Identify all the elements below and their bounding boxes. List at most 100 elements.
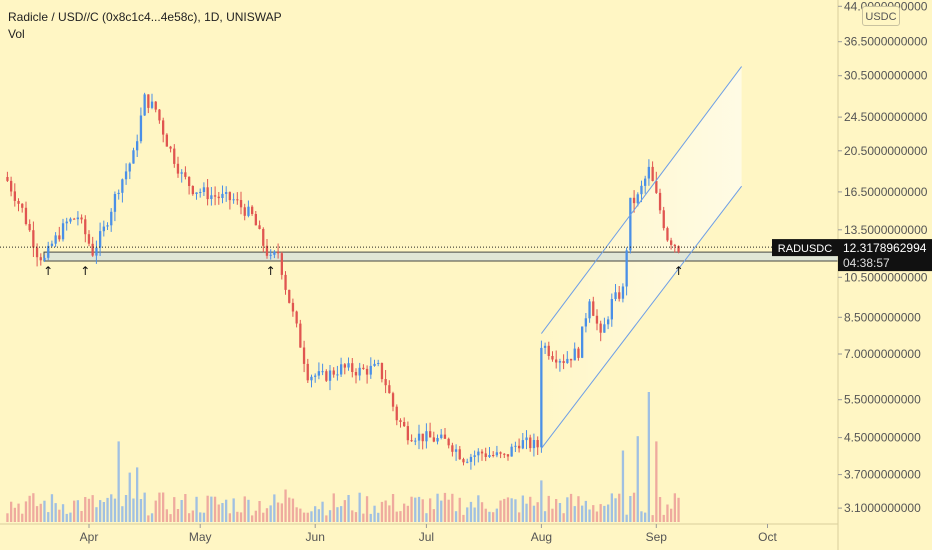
volume-bar (377, 512, 380, 522)
volume-bar (529, 496, 532, 522)
x-tick-label: Sep (646, 530, 668, 544)
candle-body (288, 289, 291, 303)
candle-body (35, 247, 39, 258)
candle-body (662, 210, 665, 229)
volume-bar (328, 510, 332, 522)
volume-bar (225, 499, 228, 522)
candle-body (99, 231, 102, 248)
candle-body (32, 230, 35, 248)
candle-body (540, 347, 543, 448)
volume-bar (110, 494, 113, 522)
candle-body (592, 301, 595, 316)
candle-body (506, 454, 510, 457)
volume-bar (17, 503, 20, 522)
candle-body (458, 449, 461, 460)
volume-bar (236, 511, 239, 522)
candle-body (607, 319, 610, 325)
volume-bar (50, 494, 54, 522)
volume-bar (503, 498, 506, 522)
candle-body (276, 251, 280, 254)
volume-bar (173, 497, 176, 522)
candle-body (365, 368, 369, 375)
volume-bar (87, 498, 91, 522)
arrow-up-marker: ↑ (80, 264, 90, 278)
candle-body (154, 101, 157, 110)
volume-bar (655, 441, 658, 522)
volume-bar (451, 493, 454, 522)
candle-body (603, 324, 606, 333)
y-tick-label: 16.5000000000 (844, 185, 928, 199)
volume-bar (506, 497, 510, 522)
volume-bar (117, 441, 120, 522)
volume-bar (340, 506, 343, 522)
candle-body (110, 211, 113, 226)
volume-bar (276, 502, 280, 522)
candle-body (618, 292, 621, 299)
volume-bar (99, 500, 102, 522)
candlesticks (6, 92, 680, 470)
volume-bar (429, 498, 432, 522)
candle-body (91, 243, 94, 256)
candle-body (473, 455, 476, 457)
price-tag-value: 12.3178962994 (843, 241, 927, 255)
candle-body (529, 437, 532, 449)
volume-bar (610, 493, 613, 522)
candle-body (610, 299, 613, 320)
price-tag-bg (838, 239, 932, 272)
y-tick-label: 7.0000000000 (844, 347, 921, 361)
candle-body (395, 406, 398, 421)
volume-bar (621, 450, 625, 522)
candle-body (403, 422, 406, 427)
volume-bar (399, 511, 402, 522)
volume-bar (128, 472, 131, 522)
volume-bar (202, 512, 206, 522)
volume-bar (121, 506, 124, 522)
volume-bar (47, 512, 50, 522)
volume-bar (625, 514, 628, 522)
volume-bar (666, 504, 669, 522)
candle-body (262, 229, 265, 246)
currency-button[interactable]: USDC (862, 6, 900, 26)
volume-bar (169, 514, 172, 522)
volume-bar (91, 495, 94, 522)
volume-bar (243, 496, 246, 522)
y-tick-label: 13.5000000000 (844, 223, 928, 237)
candle-body (213, 195, 217, 197)
candle-body (358, 367, 361, 376)
candle-body (362, 367, 365, 369)
volume-bar (362, 513, 365, 522)
volume-bar (232, 498, 235, 522)
volume-bar (607, 504, 610, 522)
volume-bar (410, 496, 413, 522)
candle-body (206, 187, 209, 200)
candle-body (202, 187, 206, 192)
volume-bar (188, 513, 191, 522)
candle-body (632, 197, 636, 204)
candle-body (429, 431, 432, 438)
candle-body (547, 345, 550, 356)
volume-bar (358, 492, 361, 522)
candle-body (247, 206, 250, 216)
volume-bar (403, 503, 406, 522)
volume-bar (373, 505, 376, 522)
volume-bar (425, 513, 428, 522)
volume-bar (321, 501, 324, 522)
candle-body (95, 247, 98, 256)
volume-bar (488, 511, 491, 522)
volume-bar (614, 498, 617, 522)
candle-body (666, 228, 669, 241)
candle-body (673, 244, 676, 247)
volume-bar (644, 512, 647, 522)
volume-bar (43, 500, 46, 522)
volume-bar (28, 495, 31, 522)
candle-body (514, 445, 517, 447)
volume-bar (21, 513, 24, 522)
volume-bar (24, 501, 28, 522)
candle-body (273, 251, 276, 255)
volume-bar (343, 500, 346, 522)
candle-body (417, 433, 421, 441)
volume-bar (61, 504, 65, 522)
volume-bar (466, 507, 469, 522)
volume-bar (406, 505, 409, 522)
